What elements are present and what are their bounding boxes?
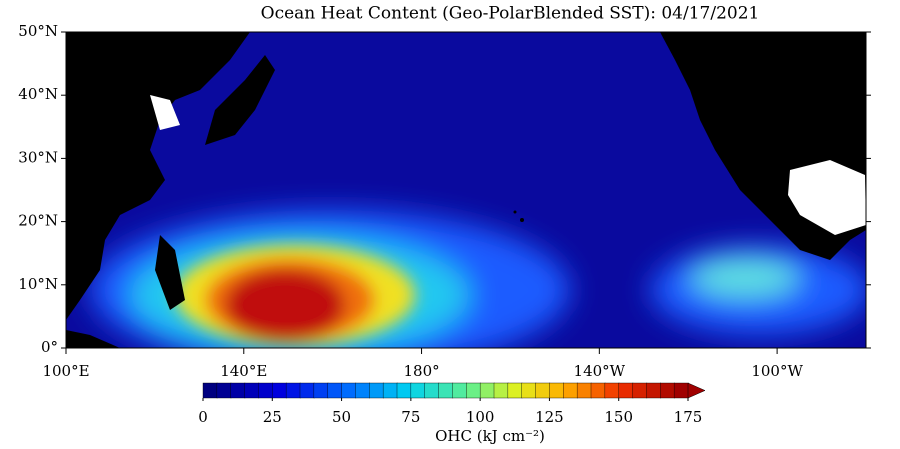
colorbar-cell <box>299 382 315 399</box>
colorbar-tick-label: 0 <box>198 408 208 426</box>
colorbar-cell <box>202 382 218 399</box>
colorbar-cell <box>618 382 634 399</box>
colorbar-cell <box>438 382 454 399</box>
colorbar-cell <box>424 382 440 399</box>
lon-tick-label: 140°E <box>220 362 267 380</box>
colorbar-cell <box>452 382 467 399</box>
colorbar-cell <box>341 382 357 399</box>
colorbar-cell <box>632 382 648 399</box>
lon-tick-label: 100°W <box>751 362 803 380</box>
colorbar-cell <box>410 382 426 399</box>
colorbar-cell <box>466 382 481 399</box>
colorbar-cell <box>382 382 398 399</box>
colorbar-cell <box>590 382 606 399</box>
colorbar-tick-label: 125 <box>535 408 564 426</box>
lat-tick-label: 10°N <box>18 275 58 293</box>
lat-tick-label: 50°N <box>18 22 58 40</box>
colorbar-cell <box>327 382 343 399</box>
lon-tick-label: 100°E <box>42 362 89 380</box>
colorbar-cell <box>272 382 287 399</box>
lon-tick-label: 140°W <box>574 362 626 380</box>
colorbar-tick-label: 25 <box>263 408 282 426</box>
map-title: Ocean Heat Content (Geo-PolarBlended SST… <box>261 4 760 24</box>
colorbar-cell <box>660 382 675 399</box>
lat-tick-label: 20°N <box>18 212 58 230</box>
colorbar-cell <box>369 382 384 399</box>
colorbar-cell <box>355 382 370 399</box>
colorbar-cell <box>604 382 620 399</box>
colorbar-cell <box>230 382 246 399</box>
colorbar-cell <box>549 382 564 399</box>
colorbar-cell <box>244 382 260 399</box>
colorbar-cell <box>479 382 495 399</box>
colorbar-cell <box>216 382 232 399</box>
colorbar-cell <box>673 382 689 399</box>
colorbar-label: OHC (kJ cm⁻²) <box>435 427 545 445</box>
colorbar-cell <box>507 382 523 399</box>
lon-tick-label: 180° <box>403 362 439 380</box>
colorbar-tick-label: 100 <box>466 408 495 426</box>
colorbar-cell <box>535 382 551 399</box>
colorbar-tick-label: 150 <box>604 408 633 426</box>
colorbar-tick-label: 175 <box>674 408 703 426</box>
colorbar-tick-label: 75 <box>401 408 420 426</box>
colorbar-arrow <box>687 382 706 399</box>
colorbar-cell <box>258 382 273 399</box>
map-field <box>66 32 866 348</box>
map-frame <box>65 31 867 349</box>
colorbar-cell <box>563 382 578 399</box>
colorbar-cell <box>493 382 509 399</box>
colorbar-cell <box>285 382 301 399</box>
colorbar-cell <box>396 382 412 399</box>
lat-tick-label: 30°N <box>18 148 58 166</box>
colorbar: 0 25 50 75 100 125 150 175 <box>198 382 706 426</box>
colorbar-cell <box>313 382 329 399</box>
lat-tick-label: 40°N <box>18 85 58 103</box>
colorbar-cell <box>646 382 661 399</box>
colorbar-tick-label: 50 <box>332 408 351 426</box>
colorbar-cell <box>521 382 537 399</box>
colorbar-cell <box>576 382 592 399</box>
lat-tick-label: 0° <box>41 338 58 356</box>
